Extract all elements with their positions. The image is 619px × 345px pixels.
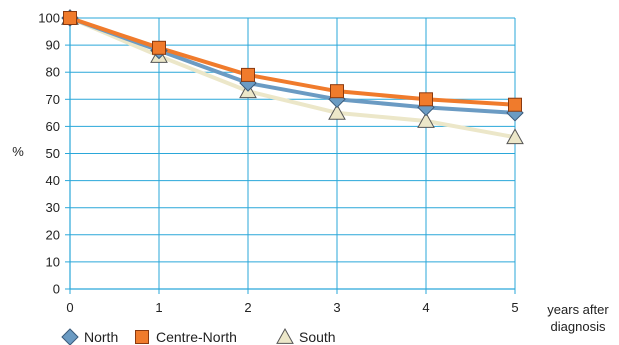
y-tick-label: 80 (46, 65, 60, 80)
y-tick-label: 30 (46, 200, 60, 215)
x-tick-label: 4 (422, 300, 429, 315)
data-point-centre-north (508, 97, 522, 112)
legend-marker-south (276, 327, 294, 344)
legend-label: North (84, 329, 118, 345)
y-tick-label: 40 (46, 173, 60, 188)
x-tick-label: 2 (244, 300, 251, 315)
series-line-south (68, 16, 517, 140)
data-point-south (417, 111, 435, 128)
y-tick-label: 20 (46, 227, 60, 242)
data-point-centre-north (63, 11, 77, 25)
legend-marker-north (61, 328, 79, 345)
y-tick-label: 10 (46, 254, 60, 269)
y-tick-label: 0 (53, 282, 60, 297)
y-tick-label: 50 (46, 146, 60, 161)
legend-item-south: South (276, 327, 336, 345)
data-point-south (506, 128, 524, 145)
x-tick-label: 3 (333, 300, 340, 315)
data-point-centre-north (330, 84, 344, 99)
y-axis-label: % (12, 144, 24, 159)
legend-item-centre-north: Centre-North (135, 329, 237, 345)
grid-lines (70, 17, 516, 289)
legend-label: Centre-North (156, 329, 237, 345)
axes: 0 10 20 30 40 50 60 70 80 90 100 0 1 2 3 4 5 (38, 11, 518, 316)
x-tick-label: 1 (155, 300, 162, 315)
data-point-centre-north (152, 40, 166, 55)
y-tick-label: 60 (46, 119, 60, 134)
legend-marker-centre-north (135, 330, 149, 344)
x-tick-label: 5 (511, 300, 518, 315)
legend-item-north: North (61, 328, 118, 345)
series-markers (61, 8, 524, 145)
data-point-south (328, 103, 346, 120)
data-point-centre-north (419, 92, 433, 107)
y-tick-label: 90 (46, 38, 60, 53)
series-line-centre-north (68, 16, 517, 107)
data-point-centre-north (241, 67, 255, 82)
legend-label: South (299, 329, 336, 345)
series-line-north (68, 16, 517, 115)
x-axis-label-line-2: diagnosis (551, 319, 606, 334)
x-tick-label: 0 (66, 300, 73, 315)
x-axis-label-line-1: years after (547, 302, 609, 317)
series-lines (68, 16, 517, 140)
legend: North Centre-North South (61, 327, 336, 345)
y-tick-label: 100 (38, 11, 60, 26)
y-tick-label: 70 (46, 92, 60, 107)
